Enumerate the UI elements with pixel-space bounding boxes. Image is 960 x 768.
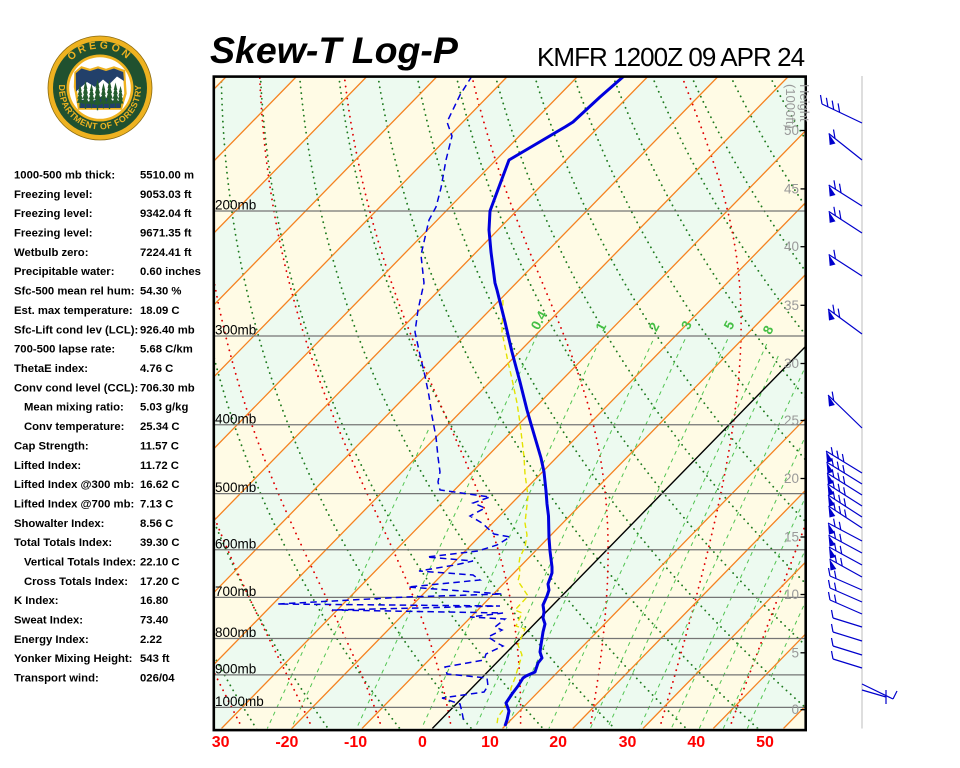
svg-text:1000mb: 1000mb — [215, 694, 264, 709]
svg-text:0.60 inches: 0.60 inches — [140, 266, 201, 278]
svg-text:Height: Height — [797, 84, 812, 122]
svg-text:40: 40 — [784, 239, 799, 254]
svg-text:Skew-T Log-P: Skew-T Log-P — [210, 29, 459, 71]
svg-text:30: 30 — [212, 734, 230, 751]
svg-text:Yonker Mixing Height:: Yonker Mixing Height: — [14, 653, 132, 665]
svg-text:400mb: 400mb — [215, 411, 256, 426]
svg-text:Transport wind:: Transport wind: — [14, 673, 99, 685]
svg-text:600mb: 600mb — [215, 536, 256, 551]
svg-text:026/04: 026/04 — [140, 673, 175, 685]
svg-text:Precipitable water:: Precipitable water: — [14, 266, 114, 278]
svg-text:11.57 C: 11.57 C — [140, 440, 179, 452]
svg-text:300mb: 300mb — [215, 323, 256, 338]
svg-text:7224.41 ft: 7224.41 ft — [140, 247, 192, 259]
svg-text:Total Totals Index:: Total Totals Index: — [14, 537, 112, 549]
svg-text:30: 30 — [784, 356, 799, 371]
svg-text:Mean mixing ratio:: Mean mixing ratio: — [24, 402, 124, 414]
svg-text:700mb: 700mb — [215, 584, 256, 599]
svg-text:KMFR 1200Z 09 APR 24: KMFR 1200Z 09 APR 24 — [537, 42, 805, 72]
svg-text:9053.03 ft: 9053.03 ft — [140, 189, 192, 201]
svg-text:45: 45 — [784, 181, 799, 196]
svg-text:18.09 C: 18.09 C — [140, 305, 180, 317]
svg-text:-20: -20 — [275, 734, 298, 751]
svg-text:25.34 C: 25.34 C — [140, 421, 180, 433]
svg-text:926.40 mb: 926.40 mb — [140, 324, 195, 336]
svg-text:5.03 g/kg: 5.03 g/kg — [140, 402, 188, 414]
svg-text:800mb: 800mb — [215, 625, 256, 640]
svg-text:22.10 C: 22.10 C — [140, 557, 180, 569]
svg-text:-10: -10 — [344, 734, 367, 751]
svg-text:Cross Totals Index:: Cross Totals Index: — [24, 576, 128, 588]
svg-text:900mb: 900mb — [215, 661, 256, 676]
svg-text:16.62 C: 16.62 C — [140, 479, 180, 491]
svg-text:2.22: 2.22 — [140, 634, 162, 646]
svg-text:700-500 lapse rate:: 700-500 lapse rate: — [14, 344, 115, 356]
svg-text:Freezing level:: Freezing level: — [14, 208, 92, 220]
svg-text:10: 10 — [784, 587, 799, 602]
svg-text:Lifted Index @300 mb:: Lifted Index @300 mb: — [14, 479, 134, 491]
svg-text:Freezing level:: Freezing level: — [14, 189, 92, 201]
svg-text:7.13 C: 7.13 C — [140, 499, 173, 511]
svg-text:10: 10 — [481, 734, 499, 751]
svg-text:20: 20 — [784, 471, 799, 486]
svg-text:Wetbulb zero:: Wetbulb zero: — [14, 247, 88, 259]
svg-text:16.80: 16.80 — [140, 595, 168, 607]
svg-text:39.30 C: 39.30 C — [140, 537, 180, 549]
svg-text:9342.04 ft: 9342.04 ft — [140, 208, 192, 220]
svg-text:Sfc-500 mean rel hum:: Sfc-500 mean rel hum: — [14, 286, 135, 298]
svg-text:54.30 %: 54.30 % — [140, 286, 181, 298]
svg-text:Showalter Index:: Showalter Index: — [14, 518, 104, 530]
svg-text:Freezing level:: Freezing level: — [14, 228, 92, 240]
svg-text:15: 15 — [784, 530, 799, 545]
svg-text:4.76 C: 4.76 C — [140, 363, 173, 375]
svg-text:50: 50 — [756, 734, 774, 751]
svg-text:ThetaE index:: ThetaE index: — [14, 363, 88, 375]
svg-text:500mb: 500mb — [215, 480, 256, 495]
svg-text:9671.35 ft: 9671.35 ft — [140, 228, 192, 240]
svg-text:Lifted Index @700 mb:: Lifted Index @700 mb: — [14, 499, 134, 511]
svg-text:0: 0 — [418, 734, 427, 751]
svg-text:Lifted Index:: Lifted Index: — [14, 460, 81, 472]
svg-text:Conv cond level (CCL):: Conv cond level (CCL): — [14, 382, 138, 394]
svg-text:20: 20 — [549, 734, 567, 751]
svg-text:(1000ft): (1000ft) — [783, 84, 798, 129]
svg-text:40: 40 — [687, 734, 705, 751]
svg-text:11.72 C: 11.72 C — [140, 460, 179, 472]
svg-text:50: 50 — [784, 123, 799, 138]
svg-text:17.20 C: 17.20 C — [140, 576, 180, 588]
svg-text:30: 30 — [619, 734, 637, 751]
svg-text:Sweat Index:: Sweat Index: — [14, 615, 83, 627]
svg-text:0: 0 — [791, 702, 799, 717]
svg-text:Sfc-Lift cond lev (LCL):: Sfc-Lift cond lev (LCL): — [14, 324, 138, 336]
svg-text:Vertical Totals Index:: Vertical Totals Index: — [24, 557, 136, 569]
svg-text:Energy Index:: Energy Index: — [14, 634, 89, 646]
svg-text:543 ft: 543 ft — [140, 653, 170, 665]
svg-text:5: 5 — [791, 645, 799, 660]
svg-text:25: 25 — [784, 413, 799, 428]
svg-text:35: 35 — [784, 298, 799, 313]
svg-text:706.30 mb: 706.30 mb — [140, 382, 195, 394]
svg-text:Est. max temperature:: Est. max temperature: — [14, 305, 133, 317]
svg-text:K Index:: K Index: — [14, 595, 59, 607]
svg-text:8.56 C: 8.56 C — [140, 518, 173, 530]
svg-text:Conv temperature:: Conv temperature: — [24, 421, 124, 433]
svg-text:200mb: 200mb — [215, 198, 256, 213]
svg-text:Cap Strength:: Cap Strength: — [14, 440, 89, 452]
svg-text:5510.00 m: 5510.00 m — [140, 170, 194, 182]
svg-text:5.68 C/km: 5.68 C/km — [140, 344, 193, 356]
svg-text:1000-500 mb thick:: 1000-500 mb thick: — [14, 170, 115, 182]
svg-text:73.40: 73.40 — [140, 615, 168, 627]
